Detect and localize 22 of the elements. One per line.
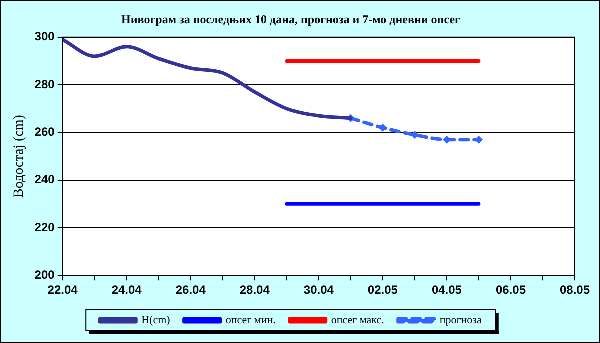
legend-label: прогноза [440,314,482,326]
x-tick-label: 26.04 [176,283,206,298]
x-tick-label: 22.04 [48,283,78,298]
x-tick-label: 02.05 [368,283,398,298]
y-tick-label: 220 [34,220,56,234]
x-tick-label: 30.04 [304,283,334,298]
legend-label: H(cm) [142,314,171,326]
x-tick-label: 04.05 [432,283,462,298]
chart-title: Нивограм за последњих 10 дана, прогноза и 7-мо дневни опсег [122,12,462,26]
y-tick-label: 300 [34,30,56,44]
x-tick-label: 08.05 [560,283,590,298]
y-axis-title: Водостај (cm) [12,114,28,198]
x-tick-label: 28.04 [240,283,270,298]
legend-label: опсег макс. [331,314,385,326]
y-tick-label: 260 [34,124,56,139]
x-tick-label: 24.04 [112,283,142,298]
legend-label: опсег мин. [226,314,276,326]
y-tick-label: 280 [34,77,56,92]
x-tick-label: 06.05 [496,283,526,298]
y-tick-label: 240 [34,172,56,187]
point [378,124,387,132]
y-tick-label: 200 [34,268,56,282]
